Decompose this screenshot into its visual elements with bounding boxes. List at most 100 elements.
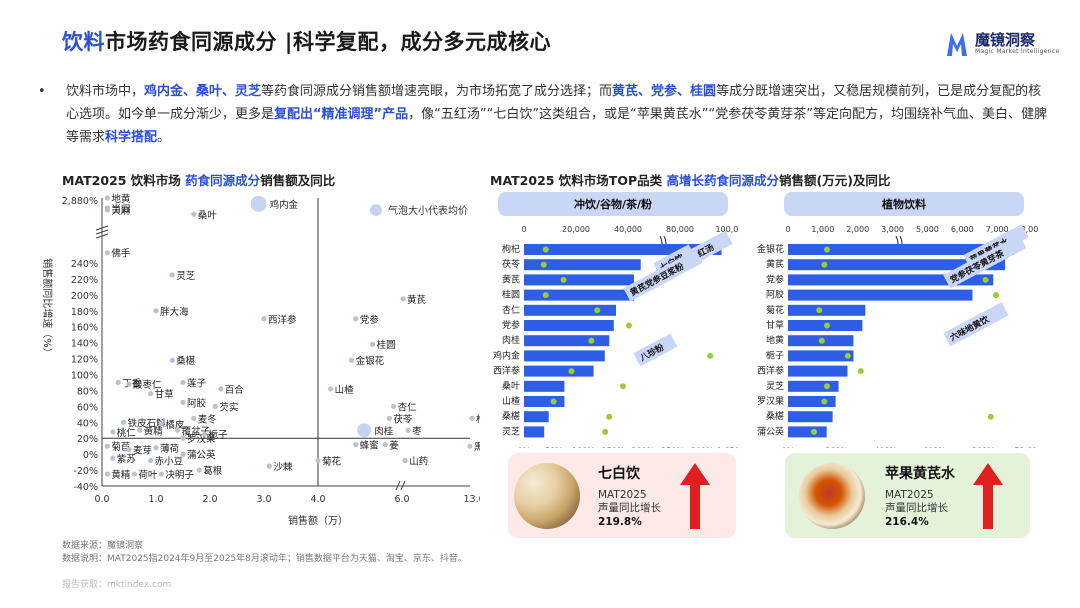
scatter-point-label: 佛手 — [111, 248, 131, 260]
scatter-point-label: 桂圆 — [377, 339, 396, 351]
growth-dot — [824, 383, 830, 390]
scatter-point — [126, 446, 132, 452]
card-product-name: 七白饮 — [598, 466, 640, 482]
bar — [788, 289, 973, 301]
x-axis-label: 销售额（万） — [288, 514, 348, 527]
bar — [788, 380, 839, 392]
top-axis-tick: 7,000 — [986, 225, 1009, 234]
y-tick-label: 100% — [71, 371, 98, 382]
bar-category-label: 西洋参 — [493, 365, 520, 377]
growth-dot — [540, 261, 547, 268]
up-arrow-icon — [680, 463, 710, 529]
bar — [788, 304, 866, 316]
growth-dot — [821, 398, 828, 405]
scatter-chart: 2,880% 240% 220% 200% 180% 160% 140% 120% 100% 80… — [41, 193, 480, 527]
scatter-point-label: 栀子 — [209, 429, 229, 441]
y-axis-label: 销售额同比增速（%） — [41, 258, 54, 358]
product-card-pingguo: 苹果黄芪水 MAT2025 声量同比增长 216.4% — [785, 453, 1030, 538]
scatter-point — [386, 415, 392, 421]
scatter-point-label: 酸枣仁 — [133, 379, 162, 391]
growth-dot — [811, 428, 817, 435]
scatter-point — [357, 423, 372, 438]
x-tick-label: 4.0 — [310, 494, 325, 505]
scatter-point-label: 黄芪 — [407, 294, 427, 306]
scatter-point — [104, 471, 110, 477]
scatter-point-label: 当归 — [111, 203, 130, 215]
bar — [788, 350, 854, 362]
bar — [524, 411, 549, 423]
x-tick-label: 1.0 — [148, 494, 163, 505]
scatter-point — [104, 195, 110, 201]
card-metric-label: 声量同比增长 — [885, 502, 948, 514]
scatter-point-label: 山药 — [409, 457, 428, 468]
scatter-point — [137, 427, 143, 433]
bar — [788, 365, 848, 377]
annotation-bg — [943, 302, 1009, 347]
bar — [524, 289, 634, 301]
y-tick-label: -40% — [73, 482, 98, 493]
category-title: 冲饮/谷物/茶/粉 — [574, 197, 652, 211]
scatter-point-label: 天麻 — [111, 205, 131, 217]
scatter-point — [180, 435, 186, 441]
scatter-point-label: 麦芽 — [133, 444, 152, 456]
scatter-point — [382, 441, 388, 448]
bar-category-label: 金银花 — [757, 243, 784, 255]
scatter-point — [191, 415, 197, 421]
scatter-point — [370, 341, 376, 347]
bottom-axis-tick: 0% — [782, 447, 795, 448]
scatter-point-label: 桃仁 — [117, 427, 137, 439]
scatter-point-label: 紫苏 — [117, 453, 137, 465]
logo-mark-icon — [947, 33, 967, 56]
bar-category-label: 党参 — [502, 319, 520, 331]
annotation-tag: 八珍粉 — [633, 333, 678, 367]
bar-category-label: 鸡内金 — [493, 349, 520, 361]
growth-dot — [816, 307, 823, 314]
growth-dot — [594, 307, 601, 314]
scatter-point — [104, 443, 110, 449]
y-tick-label: 0% — [83, 450, 98, 461]
top-axis-tick: 20,000 — [562, 225, 590, 234]
scatter-point — [153, 445, 159, 451]
bar-category-label: 栀子 — [766, 349, 784, 361]
up-arrow-icon — [973, 463, 1003, 529]
scatter-point — [353, 441, 359, 448]
scatter-point-label: 百合 — [225, 384, 245, 396]
scatter-point-label: 姜 — [389, 440, 399, 452]
bar-category-label: 黄芪 — [766, 258, 784, 270]
scatter-point — [121, 419, 127, 425]
logo-subtitle: Magic Market Intelligence — [975, 48, 1060, 55]
growth-dot — [542, 292, 549, 299]
bottom-axis-tick: 250% — [661, 447, 684, 448]
scatter-point-label: 胖大海 — [160, 306, 189, 318]
scatter-point — [158, 421, 164, 427]
scatter-point — [110, 455, 116, 461]
scatter-point — [104, 207, 110, 213]
bar-category-label: 甘草 — [766, 319, 784, 331]
x-tick-label: 3.0 — [256, 494, 271, 505]
food-bowl-image — [799, 463, 865, 529]
scatter-point-label: 杏仁 — [398, 401, 418, 413]
scatter-point — [467, 443, 473, 449]
scatter-point — [115, 379, 121, 386]
scatter-point — [180, 379, 186, 386]
page-title: 饮料市场药食同源成分 |科学复配，成分多元成核心 — [62, 30, 551, 54]
growth-dot — [542, 246, 549, 253]
scatter-point — [212, 403, 218, 409]
y-tick-label: 180% — [71, 307, 98, 318]
y-tick-label: -20% — [73, 466, 98, 477]
scatter-point — [169, 357, 175, 363]
x-tick-label: 2.0 — [202, 494, 217, 505]
scatter-point-label: 莲子 — [187, 377, 207, 389]
y-tick-label: 80% — [77, 386, 98, 397]
y-tick-label: 140% — [71, 339, 98, 350]
scatter-point-label: 肉桂 — [374, 425, 394, 437]
scatter-point-label: 桑叶 — [198, 210, 218, 221]
footer-note: 数据说明：MAT2025指2024年9月至2025年8月滚动年；销售数据平台为天… — [62, 554, 467, 564]
annotation-tag: 六味地黄饮 — [943, 302, 1009, 347]
scatter-point-label: 山楂 — [335, 384, 355, 396]
bottom-axis-tick: 52,600% — [1014, 447, 1038, 448]
card-metric-period: MAT2025 — [885, 489, 934, 501]
scatter-point-label: 蜂蜜 — [360, 440, 379, 452]
scatter-point-label: 西洋参 — [268, 314, 297, 326]
scatter-point — [261, 316, 267, 322]
